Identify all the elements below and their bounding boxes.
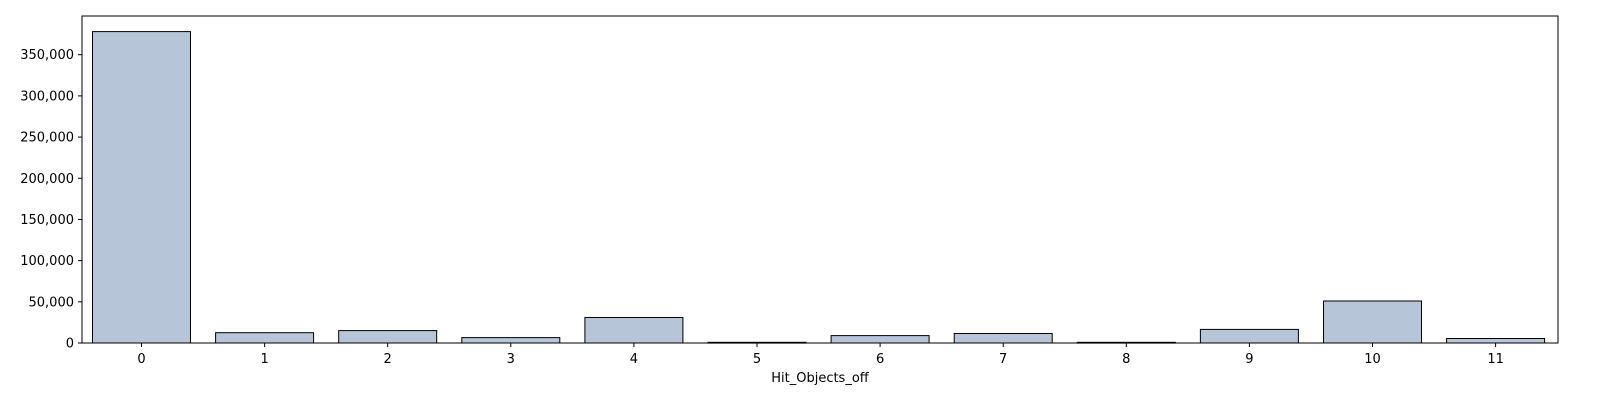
bar-10 — [1323, 300, 1422, 344]
y-tick-label: 250,000 — [20, 131, 74, 146]
x-tick-label: 1 — [260, 352, 268, 367]
y-axis: 0 50,000 100,000 150,000 200,000 250,000 300,0… — [20, 48, 82, 352]
bar-6 — [830, 335, 930, 344]
x-tick-label: 2 — [384, 352, 392, 367]
x-tick-label: 10 — [1364, 352, 1381, 367]
x-tick-label: 8 — [1122, 352, 1130, 367]
x-tick-label: 11 — [1487, 352, 1504, 367]
bars-group — [92, 31, 1546, 344]
y-tick-label: 100,000 — [20, 254, 74, 269]
x-axis: 0 1 2 3 4 5 6 7 8 9 10 11 — [137, 343, 1504, 367]
x-tick-label: 4 — [630, 352, 638, 367]
x-axis-title: Hit_Objects_off — [771, 371, 870, 386]
bar-4 — [584, 317, 684, 344]
y-tick-label: 300,000 — [20, 89, 74, 104]
y-tick-label: 200,000 — [20, 172, 74, 187]
bar-1 — [215, 332, 315, 344]
x-tick-label: 7 — [999, 352, 1007, 367]
bar-7 — [953, 333, 1053, 344]
bar-2 — [338, 330, 438, 344]
plot-area — [82, 16, 1558, 343]
x-tick-label: 0 — [137, 352, 145, 367]
y-tick-label: 50,000 — [29, 295, 75, 310]
bar-0 — [92, 31, 191, 344]
x-tick-label: 5 — [753, 352, 761, 367]
x-tick-label: 9 — [1245, 352, 1253, 367]
x-tick-label: 3 — [507, 352, 515, 367]
bar-9 — [1199, 328, 1299, 344]
y-tick-label: 0 — [66, 337, 74, 352]
bar-11 — [1446, 338, 1546, 344]
bar-3 — [461, 337, 561, 344]
y-tick-label: 150,000 — [20, 213, 74, 228]
x-tick-label: 6 — [876, 352, 884, 367]
y-tick-label: 350,000 — [20, 48, 74, 63]
plot-frame — [81, 15, 1559, 344]
